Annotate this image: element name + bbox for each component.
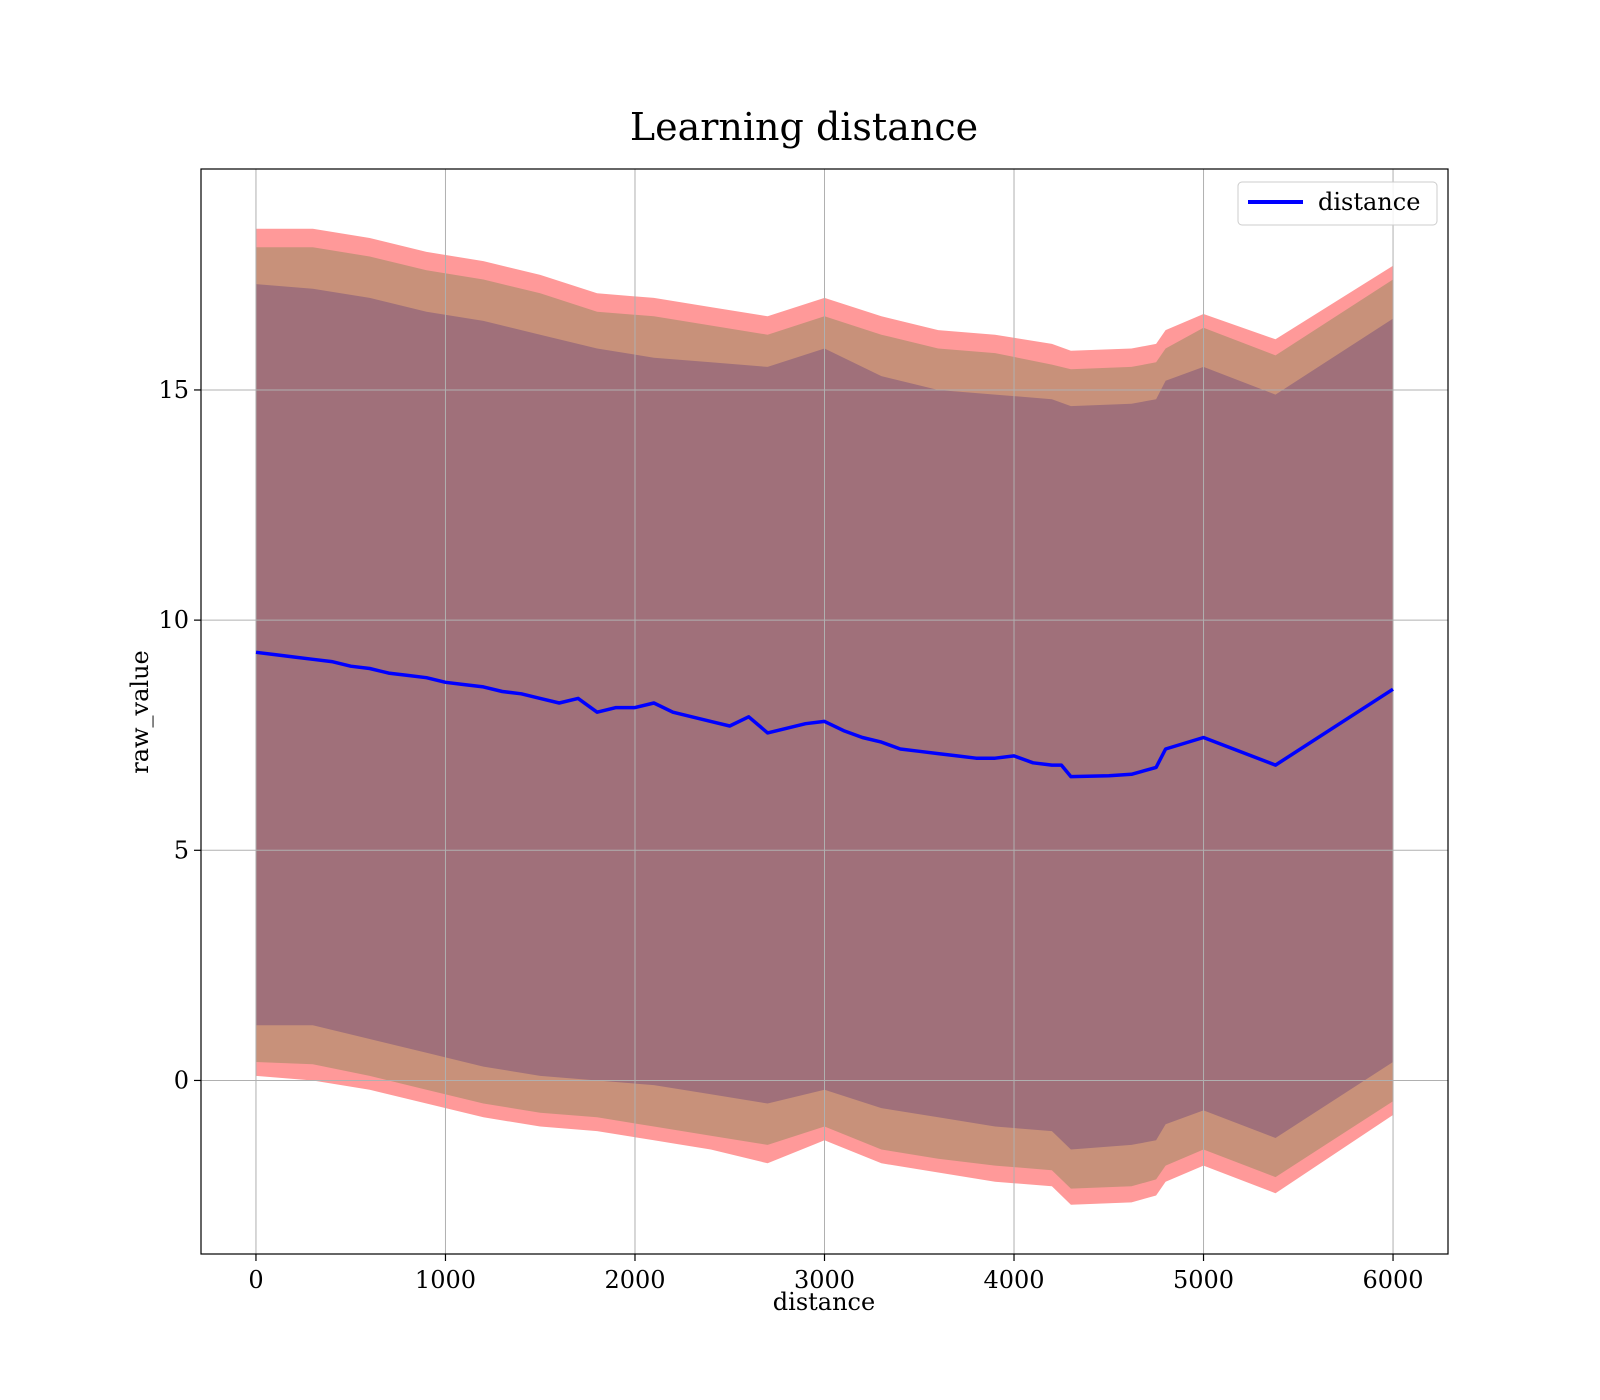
y-axis-label: raw_value bbox=[126, 650, 154, 774]
x-tick-label: 1000 bbox=[415, 1266, 476, 1294]
confidence-bands bbox=[256, 228, 1393, 1205]
chart-title: Learning distance bbox=[630, 105, 978, 149]
legend-label-distance: distance bbox=[1318, 188, 1420, 216]
x-tick-label: 3000 bbox=[794, 1266, 855, 1294]
y-axis-ticks: 0 5 10 15 bbox=[158, 376, 201, 1094]
y-tick-label: 10 bbox=[158, 606, 189, 634]
x-axis-label: distance bbox=[773, 1288, 875, 1316]
x-tick-label: 6000 bbox=[1363, 1266, 1424, 1294]
x-tick-label: 4000 bbox=[983, 1266, 1044, 1294]
x-tick-label: 0 bbox=[248, 1266, 263, 1294]
grid-lines bbox=[201, 169, 1448, 1254]
series-line-distance bbox=[255, 650, 1394, 779]
x-axis-ticks: 0 1000 2000 3000 4000 5000 6000 bbox=[248, 1254, 1424, 1294]
y-tick-label: 0 bbox=[174, 1066, 189, 1094]
legend: distance bbox=[1237, 181, 1438, 226]
plot-area: 0 1000 2000 3000 4000 5000 6000 0 5 10 15 bbox=[158, 168, 1449, 1294]
x-tick-label: 2000 bbox=[604, 1266, 665, 1294]
y-tick-label: 5 bbox=[174, 836, 189, 864]
y-tick-label: 15 bbox=[158, 376, 189, 404]
x-tick-label: 5000 bbox=[1173, 1266, 1234, 1294]
legend-box bbox=[1237, 181, 1438, 226]
